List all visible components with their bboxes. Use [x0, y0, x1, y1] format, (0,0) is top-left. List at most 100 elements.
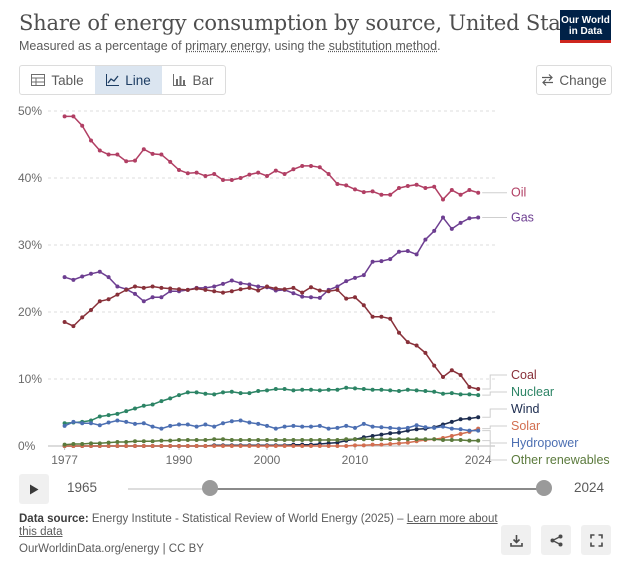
data-point-coal: [89, 307, 93, 312]
data-point-oil: [309, 163, 313, 168]
data-point-hydropower: [273, 426, 278, 431]
timeline-end-label: 2024: [574, 480, 605, 495]
data-point-nuclear: [106, 413, 111, 418]
timeline-selected-range: [210, 488, 544, 490]
timeline-end-handle[interactable]: [536, 480, 552, 496]
data-point-nuclear: [185, 390, 190, 395]
data-point-gas: [238, 281, 243, 286]
data-point-gas: [159, 295, 164, 300]
data-point-coal: [256, 288, 261, 293]
data-point-solar: [291, 444, 296, 448]
data-point-other-renewables: [203, 437, 208, 442]
data-point-gas: [476, 215, 481, 220]
y-tick-label: 30%: [18, 238, 42, 252]
timeline-start-handle[interactable]: [202, 480, 218, 496]
data-point-nuclear: [203, 391, 208, 396]
data-point-other-renewables: [388, 437, 393, 442]
owid-url[interactable]: OurWorldinData.org/energy | CC BY: [19, 543, 204, 555]
data-point-oil: [89, 138, 93, 143]
tab-table[interactable]: Table: [20, 66, 95, 94]
data-point-solar: [458, 431, 463, 436]
data-point-oil: [476, 190, 481, 195]
data-point-hydropower: [458, 427, 463, 432]
data-point-nuclear: [124, 409, 129, 414]
data-point-nuclear: [282, 387, 287, 392]
data-point-coal: [159, 285, 164, 290]
data-point-solar: [203, 444, 208, 448]
data-point-other-renewables: [353, 437, 357, 442]
data-point-other-renewables: [300, 437, 305, 442]
data-point-coal: [335, 287, 340, 292]
data-point-solar: [273, 444, 278, 448]
data-point-nuclear: [238, 391, 243, 396]
data-point-nuclear: [291, 388, 296, 393]
data-point-solar: [379, 442, 384, 447]
data-point-other-renewables: [159, 438, 164, 443]
data-point-hydropower: [185, 422, 190, 427]
owid-logo[interactable]: Our World in Data: [560, 10, 611, 43]
data-point-other-renewables: [414, 437, 419, 442]
play-button[interactable]: [19, 474, 49, 504]
data-point-hydropower: [80, 421, 85, 426]
data-point-hydropower: [247, 420, 252, 425]
data-point-hydropower: [62, 423, 67, 428]
data-point-nuclear: [141, 403, 146, 408]
data-point-coal: [423, 350, 428, 355]
data-point-nuclear: [221, 390, 225, 395]
data-point-other-renewables: [467, 438, 472, 443]
series-label-solar: Solar: [511, 419, 540, 433]
data-point-solar: [326, 444, 331, 448]
data-point-solar: [449, 433, 454, 438]
data-point-gas: [405, 249, 410, 254]
data-point-oil: [71, 114, 76, 119]
data-point-oil: [317, 165, 322, 170]
data-point-coal: [282, 287, 287, 292]
data-point-hydropower: [89, 421, 93, 426]
change-button[interactable]: Change: [536, 65, 612, 95]
data-point-oil: [159, 152, 164, 157]
data-point-oil: [115, 152, 120, 157]
data-point-hydropower: [326, 426, 331, 431]
data-point-wind: [449, 419, 454, 424]
data-point-hydropower: [221, 421, 225, 426]
data-point-other-renewables: [80, 441, 85, 446]
data-point-other-renewables: [405, 437, 410, 442]
data-point-other-renewables: [397, 437, 401, 442]
data-point-oil: [361, 190, 366, 195]
data-point-oil: [194, 170, 199, 175]
data-point-solar: [300, 444, 305, 448]
share-button[interactable]: [541, 525, 571, 555]
data-point-hydropower: [344, 423, 349, 428]
data-point-nuclear: [309, 387, 313, 392]
learn-more-link[interactable]: Learn more about this data: [19, 513, 498, 538]
substitution-method-link[interactable]: substitution method: [328, 39, 438, 53]
data-point-solar: [361, 443, 366, 448]
data-point-hydropower: [467, 428, 472, 433]
data-point-coal: [414, 343, 419, 348]
table-icon: [31, 74, 46, 86]
data-point-gas: [414, 252, 419, 257]
data-point-oil: [97, 148, 102, 153]
label-connector-solar: [482, 425, 507, 430]
change-label: Change: [559, 72, 607, 88]
primary-energy-link[interactable]: primary energy: [185, 39, 268, 53]
data-point-gas: [388, 257, 393, 262]
download-button[interactable]: [501, 525, 531, 555]
data-point-hydropower: [361, 421, 366, 426]
source-text: Energy Institute - Statistical Review of…: [88, 513, 407, 525]
data-point-solar: [194, 444, 199, 448]
label-connector-coal: [482, 374, 507, 390]
data-point-hydropower: [317, 423, 322, 428]
fullscreen-button[interactable]: [581, 525, 611, 555]
data-point-other-renewables: [62, 442, 67, 447]
data-point-gas: [423, 237, 428, 242]
data-point-oil: [150, 151, 155, 156]
tab-bar[interactable]: Bar: [162, 66, 225, 94]
data-point-hydropower: [300, 424, 305, 429]
data-point-solar: [309, 444, 313, 448]
tab-line[interactable]: Line: [95, 66, 162, 94]
series-line-nuclear: [64, 386, 479, 424]
data-point-nuclear: [344, 385, 349, 390]
data-point-coal: [194, 286, 199, 291]
logo-line: in Data: [568, 26, 603, 37]
